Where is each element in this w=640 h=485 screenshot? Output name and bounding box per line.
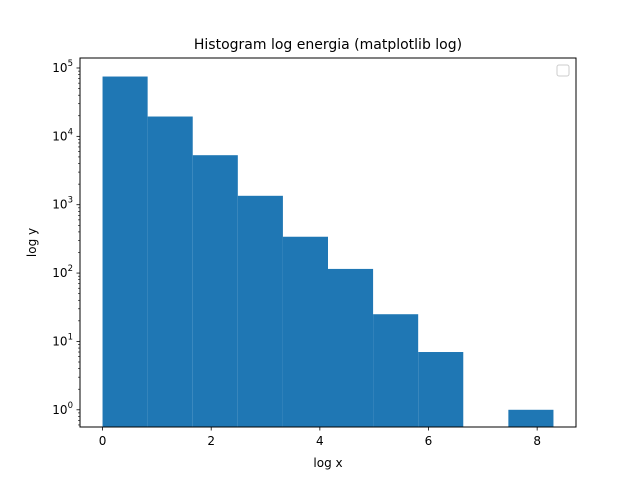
y-tick-label-base: 10 [52, 129, 67, 143]
y-tick-label: 102 [52, 264, 73, 280]
y-tick-label-exponent: 0 [68, 401, 73, 411]
y-tick-label: 100 [52, 401, 73, 417]
legend-box [556, 64, 570, 77]
x-tick-label: 4 [316, 434, 324, 448]
histogram-bars [102, 76, 554, 428]
histogram-bar-10 [508, 409, 554, 427]
y-tick-label-exponent: 5 [68, 59, 73, 69]
histogram-bar-8 [418, 352, 464, 427]
y-tick-label-base: 10 [52, 198, 67, 212]
y-tick-label-exponent: 1 [68, 332, 73, 342]
y-tick-label: 104 [52, 127, 73, 143]
histogram-bar-3 [192, 155, 238, 428]
x-tick-label: 8 [533, 434, 541, 448]
axes-frame [79, 57, 577, 428]
y-tick-label-exponent: 2 [68, 264, 73, 274]
x-tick-label: 2 [207, 434, 215, 448]
y-tick-label-base: 10 [52, 266, 67, 280]
y-tick-label: 103 [52, 196, 73, 212]
x-axis-ticks: 0 2 4 6 8 [99, 427, 541, 448]
x-tick-label: 0 [99, 434, 107, 448]
chart-title: Histogram log energia (matplotlib log) [194, 37, 462, 53]
y-tick-label: 101 [52, 332, 73, 348]
y-tick-label-exponent: 3 [68, 196, 73, 206]
y-axis-label: log y [25, 228, 39, 257]
histogram-bar-2 [147, 116, 193, 428]
y-tick-label: 105 [52, 59, 73, 75]
y-tick-label-base: 10 [52, 61, 67, 75]
y-tick-label-exponent: 4 [68, 127, 73, 137]
y-tick-label-base: 10 [52, 334, 67, 348]
histogram-bar-5 [282, 236, 328, 427]
histogram-bar-4 [237, 195, 283, 427]
y-tick-label-base: 10 [52, 403, 67, 417]
x-axis-label: log x [313, 456, 342, 470]
histogram-bar-6 [328, 268, 374, 427]
x-tick-label: 6 [425, 434, 433, 448]
histogram-bar-1 [102, 76, 148, 427]
histogram-bar-7 [373, 314, 419, 427]
